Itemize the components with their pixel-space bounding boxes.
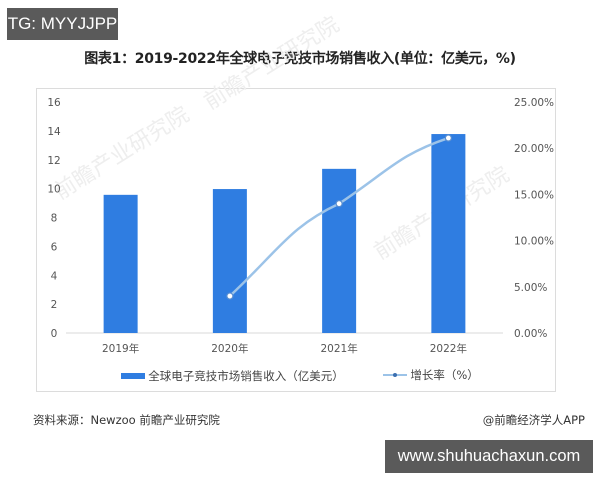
left-axis-tick-label: 14 [47, 126, 61, 138]
legend-item-growth: 增长率（%） [383, 367, 479, 383]
right-axis-tick-label: 20.00% [514, 143, 554, 155]
right-axis-tick-label: 25.00% [514, 97, 554, 109]
watermark-text: 前瞻产业研究院 [200, 12, 344, 115]
site-watermark-badge: www.shuhuachaxun.com [385, 440, 593, 473]
line-marker-swatch-icon [383, 371, 408, 379]
left-axis-tick-label: 6 [51, 241, 58, 253]
left-axis-tick-label: 16 [47, 97, 61, 109]
legend-label-revenue: 全球电子竞技市场销售收入（亿美元） [148, 369, 344, 383]
right-axis-tick-label: 0.00% [514, 328, 547, 340]
credit-note: @前瞻经济学人APP [482, 413, 585, 427]
legend-label-growth: 增长率（%） [410, 368, 479, 382]
telegram-watermark-badge: TG: MYYJJPP [7, 8, 118, 40]
revenue-bar [212, 189, 247, 333]
left-axis-tick-label: 12 [47, 155, 60, 167]
growth-rate-line-series [226, 134, 452, 300]
revenue-bar [431, 134, 466, 333]
growth-rate-marker [226, 292, 234, 300]
data-source-note: 资料来源：Newzoo 前瞻产业研究院 [33, 413, 220, 427]
left-axis-tick-label: 4 [51, 270, 58, 282]
x-axis-category-label: 2021年 [321, 342, 358, 355]
legend-item-revenue: 全球电子竞技市场销售收入（亿美元） [121, 368, 344, 384]
chart-legend: 全球电子竞技市场销售收入（亿美元） 增长率（%） [0, 367, 600, 384]
x-axis-category-label: 2019年 [102, 342, 139, 355]
left-y-axis: 0 2 4 6 8 10 12 14 16 [47, 97, 61, 340]
chart-title: 图表1：2019-2022年全球电子竞技市场销售收入(单位：亿美元，%) [84, 51, 516, 67]
growth-rate-marker [444, 134, 452, 142]
x-axis-labels: 2019年 2020年 2021年 2022年 [102, 342, 467, 355]
right-axis-tick-label: 10.00% [514, 236, 554, 248]
right-axis-tick-label: 5.00% [514, 282, 547, 294]
revenue-bar [322, 168, 357, 333]
x-axis-category-label: 2020年 [211, 342, 248, 355]
growth-rate-marker [335, 200, 343, 208]
right-axis-tick-label: 15.00% [514, 189, 554, 201]
left-axis-tick-label: 2 [51, 299, 58, 311]
left-axis-tick-label: 0 [51, 328, 58, 340]
left-axis-tick-label: 10 [47, 184, 60, 196]
revenue-bar [103, 194, 138, 333]
watermark-text: 前瞻产业研究院 [50, 102, 194, 205]
right-y-axis: 0.00% 5.00% 10.00% 15.00% 20.00% 25.00% [514, 97, 554, 340]
x-axis-category-label: 2022年 [430, 342, 467, 355]
bar-swatch-icon [121, 373, 146, 379]
left-axis-tick-label: 8 [51, 213, 58, 225]
